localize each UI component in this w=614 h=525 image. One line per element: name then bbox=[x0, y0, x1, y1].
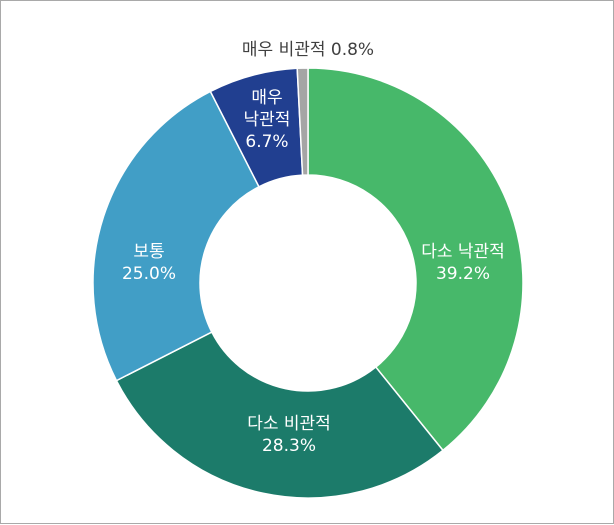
donut-label-4: 매우 낙관적 6.7% bbox=[244, 88, 291, 152]
donut-label-1: 다소 낙관적 39.2% bbox=[421, 242, 505, 284]
donut-slices bbox=[92, 67, 524, 499]
donut-label-5: 매우 비관적 0.8% bbox=[242, 40, 374, 60]
donut-label-2: 다소 비관적 28.3% bbox=[247, 414, 331, 456]
donut-label-3: 보통 25.0% bbox=[122, 242, 176, 284]
donut-slice-1 bbox=[307, 67, 524, 452]
donut-slice-3 bbox=[92, 90, 260, 382]
donut-slice-5 bbox=[296, 67, 309, 176]
donut-slice-2 bbox=[115, 331, 445, 499]
donut-labels: 다소 낙관적 39.2% 다소 비관적 28.3% 보통 25.0% 매우 낙관적 6.7% 매우… bbox=[122, 40, 505, 456]
